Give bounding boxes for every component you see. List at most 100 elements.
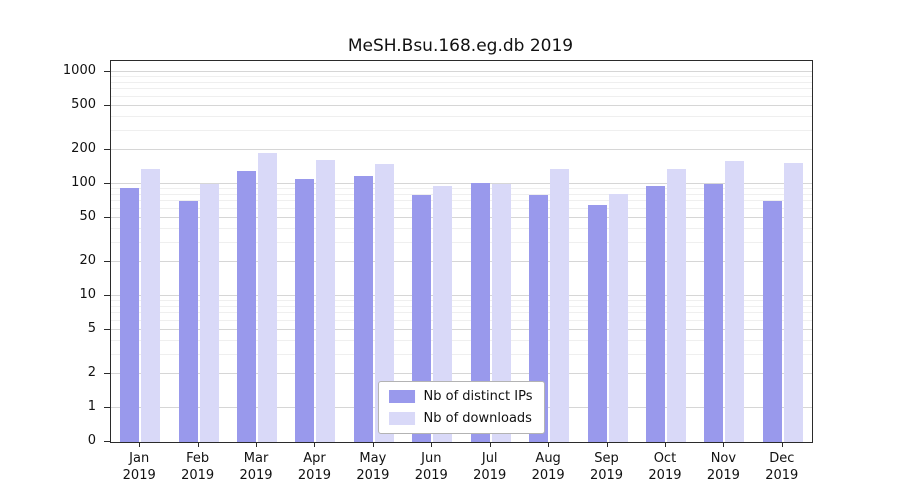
bar-distinct-ips-jul: [470, 183, 490, 442]
chart-title: MeSH.Bsu.168.eg.db 2019: [347, 36, 574, 56]
x-tick-label-oct: Oct 2019: [648, 451, 682, 483]
bar-distinct-ips-sep: [587, 205, 607, 442]
x-tick-mark: [606, 442, 608, 447]
bar-group-jan: [111, 61, 169, 442]
gridline-major: [111, 216, 812, 218]
gridline-minor: [111, 81, 812, 83]
y-tick-label: 1000: [62, 63, 96, 78]
y-tick-mark: [104, 71, 110, 72]
bar-distinct-ips-oct: [646, 186, 665, 442]
bar-group-jul: [462, 61, 520, 442]
gridline-major: [111, 328, 812, 330]
y-tick-mark: [104, 295, 110, 296]
gridline-minor: [111, 319, 812, 321]
x-tick-mark: [489, 442, 491, 447]
gridline-minor: [111, 300, 812, 302]
x-tick-label-may: May 2019: [356, 451, 390, 483]
y-tick-label: 50: [79, 208, 96, 224]
bar-distinct-ips-jun: [412, 194, 432, 442]
legend: Nb of distinct IPs Nb of downloads: [377, 381, 546, 434]
bar-group-mar: [228, 61, 286, 442]
x-tick-mark: [723, 442, 725, 447]
x-tick-label-mar: Mar 2019: [239, 451, 273, 483]
bar-distinct-ips-apr: [295, 178, 315, 442]
gridline-minor: [111, 207, 812, 209]
y-tick-mark: [104, 183, 110, 184]
gridline-minor: [111, 129, 812, 131]
x-tick-mark: [256, 442, 258, 447]
x-tick-mark: [314, 442, 316, 447]
bar-group-may: [345, 61, 403, 442]
bar-distinct-ips-may: [353, 175, 373, 442]
gridline-minor: [111, 227, 812, 229]
bar-downloads-mar: [258, 152, 278, 442]
x-tick-mark: [781, 442, 783, 447]
x-tick-label-sep: Sep 2019: [589, 451, 624, 483]
y-tick-mark: [104, 373, 110, 375]
gridline-minor: [111, 339, 812, 341]
bar-group-feb: [169, 61, 227, 442]
bar-downloads-jan: [141, 169, 161, 442]
x-tick-label-jul: Jul 2019: [473, 451, 507, 483]
gridline-major: [111, 104, 812, 106]
bar-distinct-ips-jan: [120, 187, 140, 442]
y-tick-mark: [104, 328, 110, 330]
bars-container: [111, 61, 812, 442]
y-tick-mark: [104, 216, 110, 218]
x-tick-mark: [372, 442, 374, 447]
bar-group-oct: [637, 61, 695, 442]
x-tick-label-jan: Jan 2019: [122, 451, 156, 483]
bar-downloads-jun: [433, 185, 453, 442]
gridline-major: [111, 373, 812, 375]
x-tick-mark: [139, 442, 141, 447]
bar-downloads-feb: [199, 184, 219, 442]
gridline-major: [111, 261, 812, 263]
x-tick-label-aug: Aug 2019: [531, 451, 565, 483]
y-tick-label: 100: [71, 175, 96, 190]
gridline-minor: [111, 95, 812, 97]
y-tick-label: 200: [71, 141, 96, 157]
bar-downloads-sep: [608, 193, 628, 442]
x-tick-mark: [548, 442, 550, 447]
legend-swatch-distinct-ips: [388, 390, 415, 403]
gridline-minor: [111, 200, 812, 202]
gridline-minor: [111, 305, 812, 307]
x-tick-label-jun: Jun 2019: [414, 451, 448, 483]
bar-distinct-ips-nov: [704, 184, 724, 442]
y-tick-mark: [104, 407, 110, 408]
y-tick-label: 2: [87, 365, 96, 381]
bar-downloads-nov: [725, 161, 745, 442]
x-tick-mark: [197, 442, 199, 447]
gridline-minor: [111, 188, 812, 190]
bar-group-apr: [286, 61, 344, 442]
y-tick-mark: [104, 149, 110, 151]
legend-entry-distinct-ips: Nb of distinct IPs: [388, 389, 533, 404]
bar-downloads-apr: [316, 159, 336, 442]
legend-label-downloads: Nb of downloads: [423, 411, 532, 426]
x-tick-label-nov: Nov 2019: [706, 451, 740, 483]
legend-label-distinct-ips: Nb of distinct IPs: [423, 389, 533, 404]
y-tick-label: 5: [87, 320, 96, 336]
bar-downloads-jul: [491, 184, 511, 442]
gridline-major: [111, 183, 812, 184]
bar-group-jun: [403, 61, 461, 442]
legend-entry-downloads: Nb of downloads: [388, 411, 533, 426]
y-tick-mark: [104, 261, 110, 263]
gridline-minor: [111, 353, 812, 355]
gridline-major: [111, 295, 812, 296]
y-tick-label: 10: [79, 287, 96, 302]
gridline-minor: [111, 88, 812, 90]
y-tick-label: 0: [87, 433, 96, 448]
gridline-major: [111, 149, 812, 151]
plot-area: Nb of distinct IPs Nb of downloads: [110, 60, 813, 443]
gridline-minor: [111, 241, 812, 243]
x-tick-mark: [431, 442, 433, 447]
bar-group-sep: [578, 61, 636, 442]
y-tick-mark: [104, 104, 110, 106]
bar-group-dec: [754, 61, 812, 442]
bar-downloads-aug: [550, 169, 570, 442]
gridline-minor: [111, 312, 812, 314]
bar-downloads-dec: [783, 162, 803, 442]
bar-downloads-oct: [667, 169, 686, 442]
